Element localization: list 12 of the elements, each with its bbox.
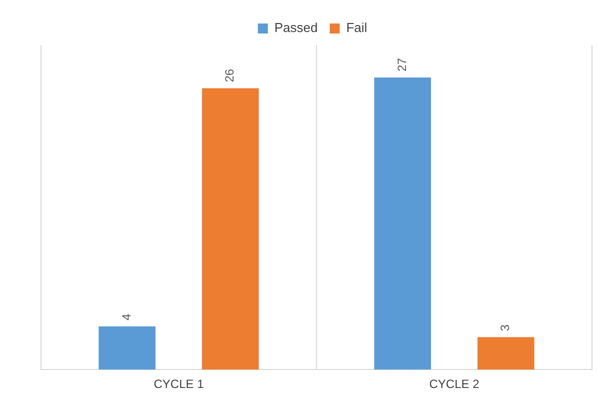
data-label: 4	[119, 313, 134, 320]
data-label: 27	[394, 58, 409, 72]
x-tick-label: CYCLE 2	[429, 377, 480, 392]
legend-label: Passed	[274, 20, 318, 36]
data-label: 26	[222, 68, 237, 82]
bar	[477, 337, 534, 370]
x-tick-label: CYCLE 1	[154, 377, 204, 392]
data-label: 3	[498, 324, 512, 332]
bar	[374, 77, 432, 370]
bar	[98, 326, 156, 370]
legend-label: Fail	[346, 20, 368, 36]
bar	[202, 88, 259, 370]
